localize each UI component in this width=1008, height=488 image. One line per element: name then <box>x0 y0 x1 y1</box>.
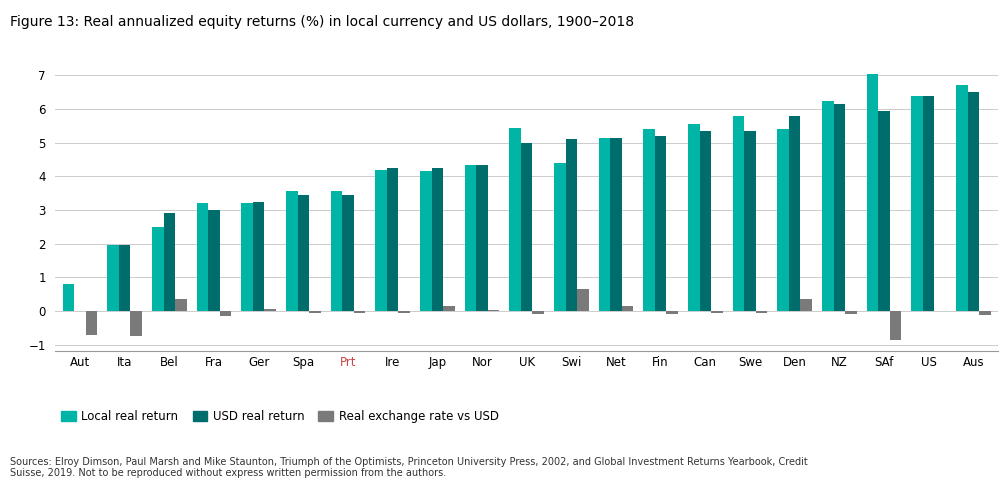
Bar <box>610 138 622 311</box>
Bar <box>968 92 979 311</box>
Bar <box>756 311 767 313</box>
Bar <box>152 227 163 311</box>
Bar <box>554 163 565 311</box>
Bar <box>509 127 521 311</box>
Bar <box>979 311 991 315</box>
Bar <box>331 191 342 311</box>
Bar <box>578 289 589 311</box>
Bar <box>521 142 532 311</box>
Bar <box>420 171 431 311</box>
Bar <box>565 140 578 311</box>
Bar <box>62 284 75 311</box>
Bar <box>107 245 119 311</box>
Bar <box>911 96 923 311</box>
Bar <box>622 306 633 311</box>
Bar <box>687 124 700 311</box>
Bar <box>175 299 186 311</box>
Bar <box>822 101 834 311</box>
Bar <box>197 203 209 311</box>
Bar <box>398 311 410 313</box>
Bar <box>923 96 934 311</box>
Bar <box>286 191 297 311</box>
Text: Sources: Elroy Dimson, Paul Marsh and Mike Staunton, Triumph of the Optimists, P: Sources: Elroy Dimson, Paul Marsh and Mi… <box>10 457 807 478</box>
Bar <box>599 138 610 311</box>
Bar <box>220 311 232 316</box>
Bar <box>666 311 678 314</box>
Bar <box>130 311 142 336</box>
Bar <box>777 129 789 311</box>
Bar <box>789 116 800 311</box>
Bar <box>309 311 321 313</box>
Bar <box>465 164 476 311</box>
Bar <box>655 136 666 311</box>
Bar <box>956 85 968 311</box>
Bar <box>387 168 398 311</box>
Bar <box>209 210 220 311</box>
Bar <box>643 129 655 311</box>
Bar <box>867 74 878 311</box>
Bar <box>476 164 488 311</box>
Bar <box>800 299 812 311</box>
Bar <box>375 170 387 311</box>
Bar <box>890 311 901 340</box>
Bar <box>834 104 845 311</box>
Bar <box>354 311 366 313</box>
Bar <box>845 311 857 314</box>
Bar <box>878 111 890 311</box>
Bar <box>712 311 723 313</box>
Bar <box>532 311 544 314</box>
Bar <box>444 306 455 311</box>
Bar <box>342 195 354 311</box>
Legend: Local real return, USD real return, Real exchange rate vs USD: Local real return, USD real return, Real… <box>61 410 499 423</box>
Bar <box>119 245 130 311</box>
Bar <box>733 116 744 311</box>
Bar <box>86 311 98 335</box>
Bar <box>431 168 444 311</box>
Bar <box>253 202 264 311</box>
Text: Figure 13: Real annualized equity returns (%) in local currency and US dollars, : Figure 13: Real annualized equity return… <box>10 15 634 29</box>
Bar <box>700 131 712 311</box>
Bar <box>241 203 253 311</box>
Bar <box>297 195 309 311</box>
Bar <box>744 131 756 311</box>
Bar <box>163 213 175 311</box>
Bar <box>264 309 276 311</box>
Bar <box>488 310 499 311</box>
